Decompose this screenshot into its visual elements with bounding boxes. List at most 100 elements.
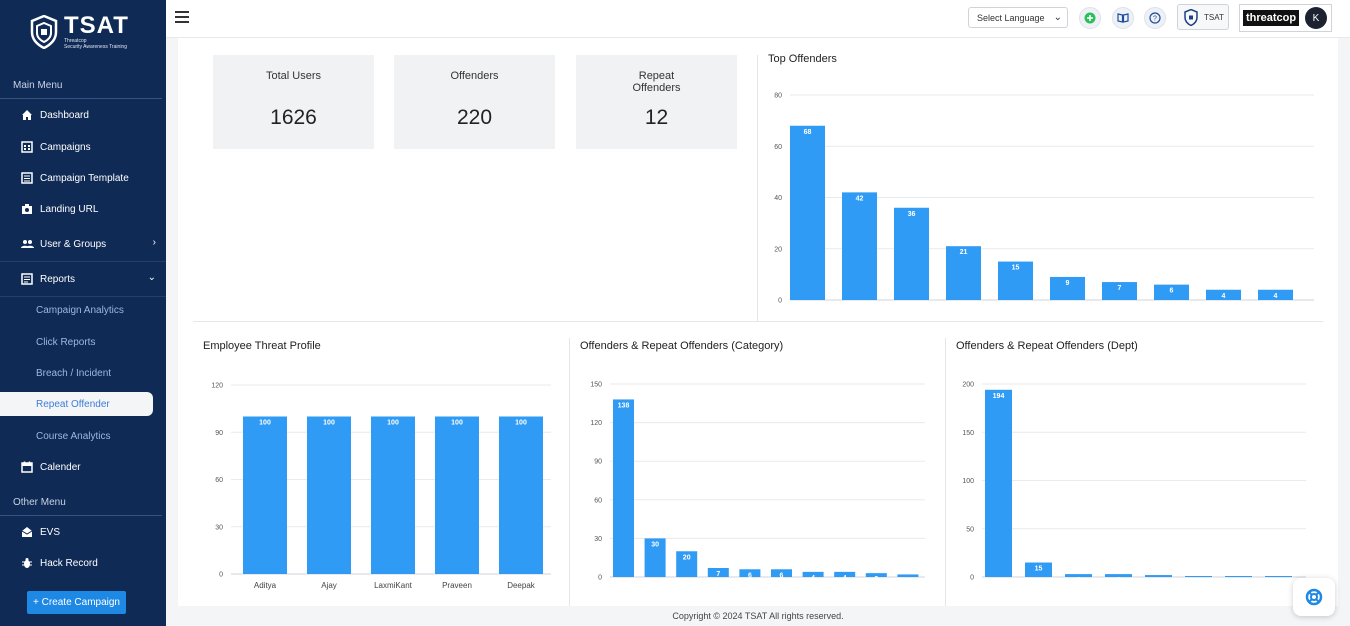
brand-sub-2: Security Awareness Training (64, 44, 127, 50)
data-label: 15 (1035, 566, 1043, 573)
camera-icon (20, 202, 34, 216)
question-icon: ? (1149, 12, 1161, 24)
bar (739, 569, 761, 577)
x-tick-label: Ajay (321, 581, 337, 590)
data-label: 2 (906, 577, 910, 584)
sidebar-item-label: Dashboard (40, 109, 89, 121)
data-label: 4 (811, 575, 815, 582)
chart-title-dept: Offenders & Repeat Offenders (Dept) (956, 340, 1138, 352)
bar (897, 574, 919, 577)
data-label: 194 (993, 393, 1005, 400)
x-tick-label: LaxmiKant (374, 581, 413, 590)
tsat-shield-icon (1184, 8, 1198, 26)
y-tick-label: 60 (215, 477, 223, 484)
chevron-right-icon: › (152, 237, 156, 248)
data-label: 3 (1117, 577, 1121, 584)
svg-text:?: ? (1153, 16, 1157, 23)
envelope-open-icon (20, 525, 34, 539)
data-label: 7 (1118, 285, 1122, 292)
topbar: Select Language ⌄ ? TSAT threatcop K (166, 0, 1350, 38)
sidebar-item-user-groups[interactable]: User & Groups › (0, 232, 166, 256)
y-tick-label: 80 (774, 93, 782, 100)
data-label: 1 (1277, 579, 1281, 586)
brand-sub-1: Threatcop (64, 38, 87, 44)
y-tick-label: 200 (962, 382, 974, 389)
data-label: 100 (387, 420, 399, 427)
y-tick-label: 120 (590, 420, 602, 427)
sidebar-item-campaigns[interactable]: Campaigns (0, 135, 166, 159)
sidebar-item-hack-record[interactable]: Hack Record (0, 551, 166, 575)
help-button[interactable]: ? (1144, 7, 1166, 29)
stat-value: 220 (456, 106, 493, 129)
add-button[interactable] (1079, 7, 1101, 29)
x-tick-label: Deepak (507, 581, 536, 590)
sidebar-item-calender[interactable]: Calender (0, 455, 166, 479)
avatar[interactable]: K (1305, 7, 1327, 29)
guide-button[interactable] (1112, 7, 1134, 29)
data-label: 20 (683, 554, 691, 561)
tsat-product-switch[interactable]: TSAT (1177, 4, 1229, 30)
threatcop-logo: threatcop (1243, 10, 1300, 26)
sidebar-sub-repeat-offender[interactable]: Repeat Offender (0, 392, 153, 416)
bar (243, 416, 287, 574)
bar (865, 573, 887, 577)
sidebar-item-evs[interactable]: EVS (0, 520, 166, 544)
sidebar-item-landing-url[interactable]: Landing URL (0, 197, 166, 221)
data-label: 42 (856, 195, 864, 202)
data-label: 7 (716, 571, 720, 578)
brand-logo[interactable]: TSAT Threatcop Security Awareness Traini… (30, 14, 129, 50)
y-tick-label: 150 (962, 430, 974, 437)
sidebar-sub-click-reports[interactable]: Click Reports (36, 336, 96, 348)
bar (499, 416, 543, 574)
bar (946, 246, 981, 300)
bar (613, 399, 634, 577)
divider (193, 321, 1323, 322)
hamburger-menu-icon[interactable] (175, 11, 189, 23)
stat-card-offenders: Offenders 220 (394, 55, 555, 149)
main-menu-label: Main Menu (13, 80, 63, 91)
language-select[interactable]: Select Language ⌄ (968, 7, 1068, 28)
bar (1105, 574, 1132, 577)
y-tick-label: 30 (215, 524, 223, 531)
sidebar-item-label: Calender (40, 461, 81, 473)
chart-employee-threat-profile: 0 30 60 90 120 100 Aditya 100 Ajay 100 LaxmiKant 10… (211, 383, 551, 590)
y-tick-label: 90 (215, 430, 223, 437)
data-label: 15 (1012, 265, 1020, 272)
threatcop-account[interactable]: threatcop K (1239, 4, 1332, 32)
sidebar-item-reports[interactable]: Reports ⌄ (0, 267, 166, 291)
support-button[interactable] (1293, 578, 1335, 616)
sidebar-item-campaign-template[interactable]: Campaign Template (0, 166, 166, 190)
y-tick-label: 0 (219, 572, 223, 579)
sidebar-item-label: Campaign Template (40, 172, 129, 184)
sidebar-item-dashboard[interactable]: Dashboard (0, 103, 166, 127)
sidebar-sub-course-analytics[interactable]: Course Analytics (36, 430, 111, 442)
data-label: 6 (1170, 288, 1174, 295)
divider (757, 55, 758, 321)
y-tick-label: 150 (590, 382, 602, 389)
chart-title-employee-threat-profile: Employee Threat Profile (203, 340, 321, 352)
tsat-chip-label: TSAT (1204, 12, 1224, 22)
reports-icon (20, 272, 34, 286)
divider (569, 338, 570, 606)
data-label: 21 (960, 249, 968, 256)
y-tick-label: 0 (598, 575, 602, 582)
sidebar-item-label: Campaigns (40, 141, 91, 153)
data-label: 138 (618, 402, 630, 409)
bar (1102, 282, 1137, 300)
bar (1065, 574, 1092, 577)
home-icon (20, 108, 34, 122)
stat-value: 12 (644, 106, 669, 129)
x-tick-label: Praveen (442, 581, 472, 590)
chevron-down-icon: ⌄ (1053, 12, 1062, 23)
users-icon (20, 237, 34, 251)
data-label: 3 (874, 576, 878, 583)
divider (0, 261, 166, 262)
plus-circle-icon (1084, 12, 1096, 24)
y-tick-label: 60 (594, 497, 602, 504)
create-campaign-button[interactable]: + Create Campaign (27, 591, 126, 614)
bar (842, 192, 877, 300)
sidebar-sub-campaign-analytics[interactable]: Campaign Analytics (36, 304, 124, 316)
footer-copyright: Copyright © 2024 TSAT All rights reserve… (672, 611, 844, 621)
sidebar-sub-breach-incident[interactable]: Breach / Incident (36, 367, 112, 379)
stat-label: Total Users (265, 70, 322, 82)
